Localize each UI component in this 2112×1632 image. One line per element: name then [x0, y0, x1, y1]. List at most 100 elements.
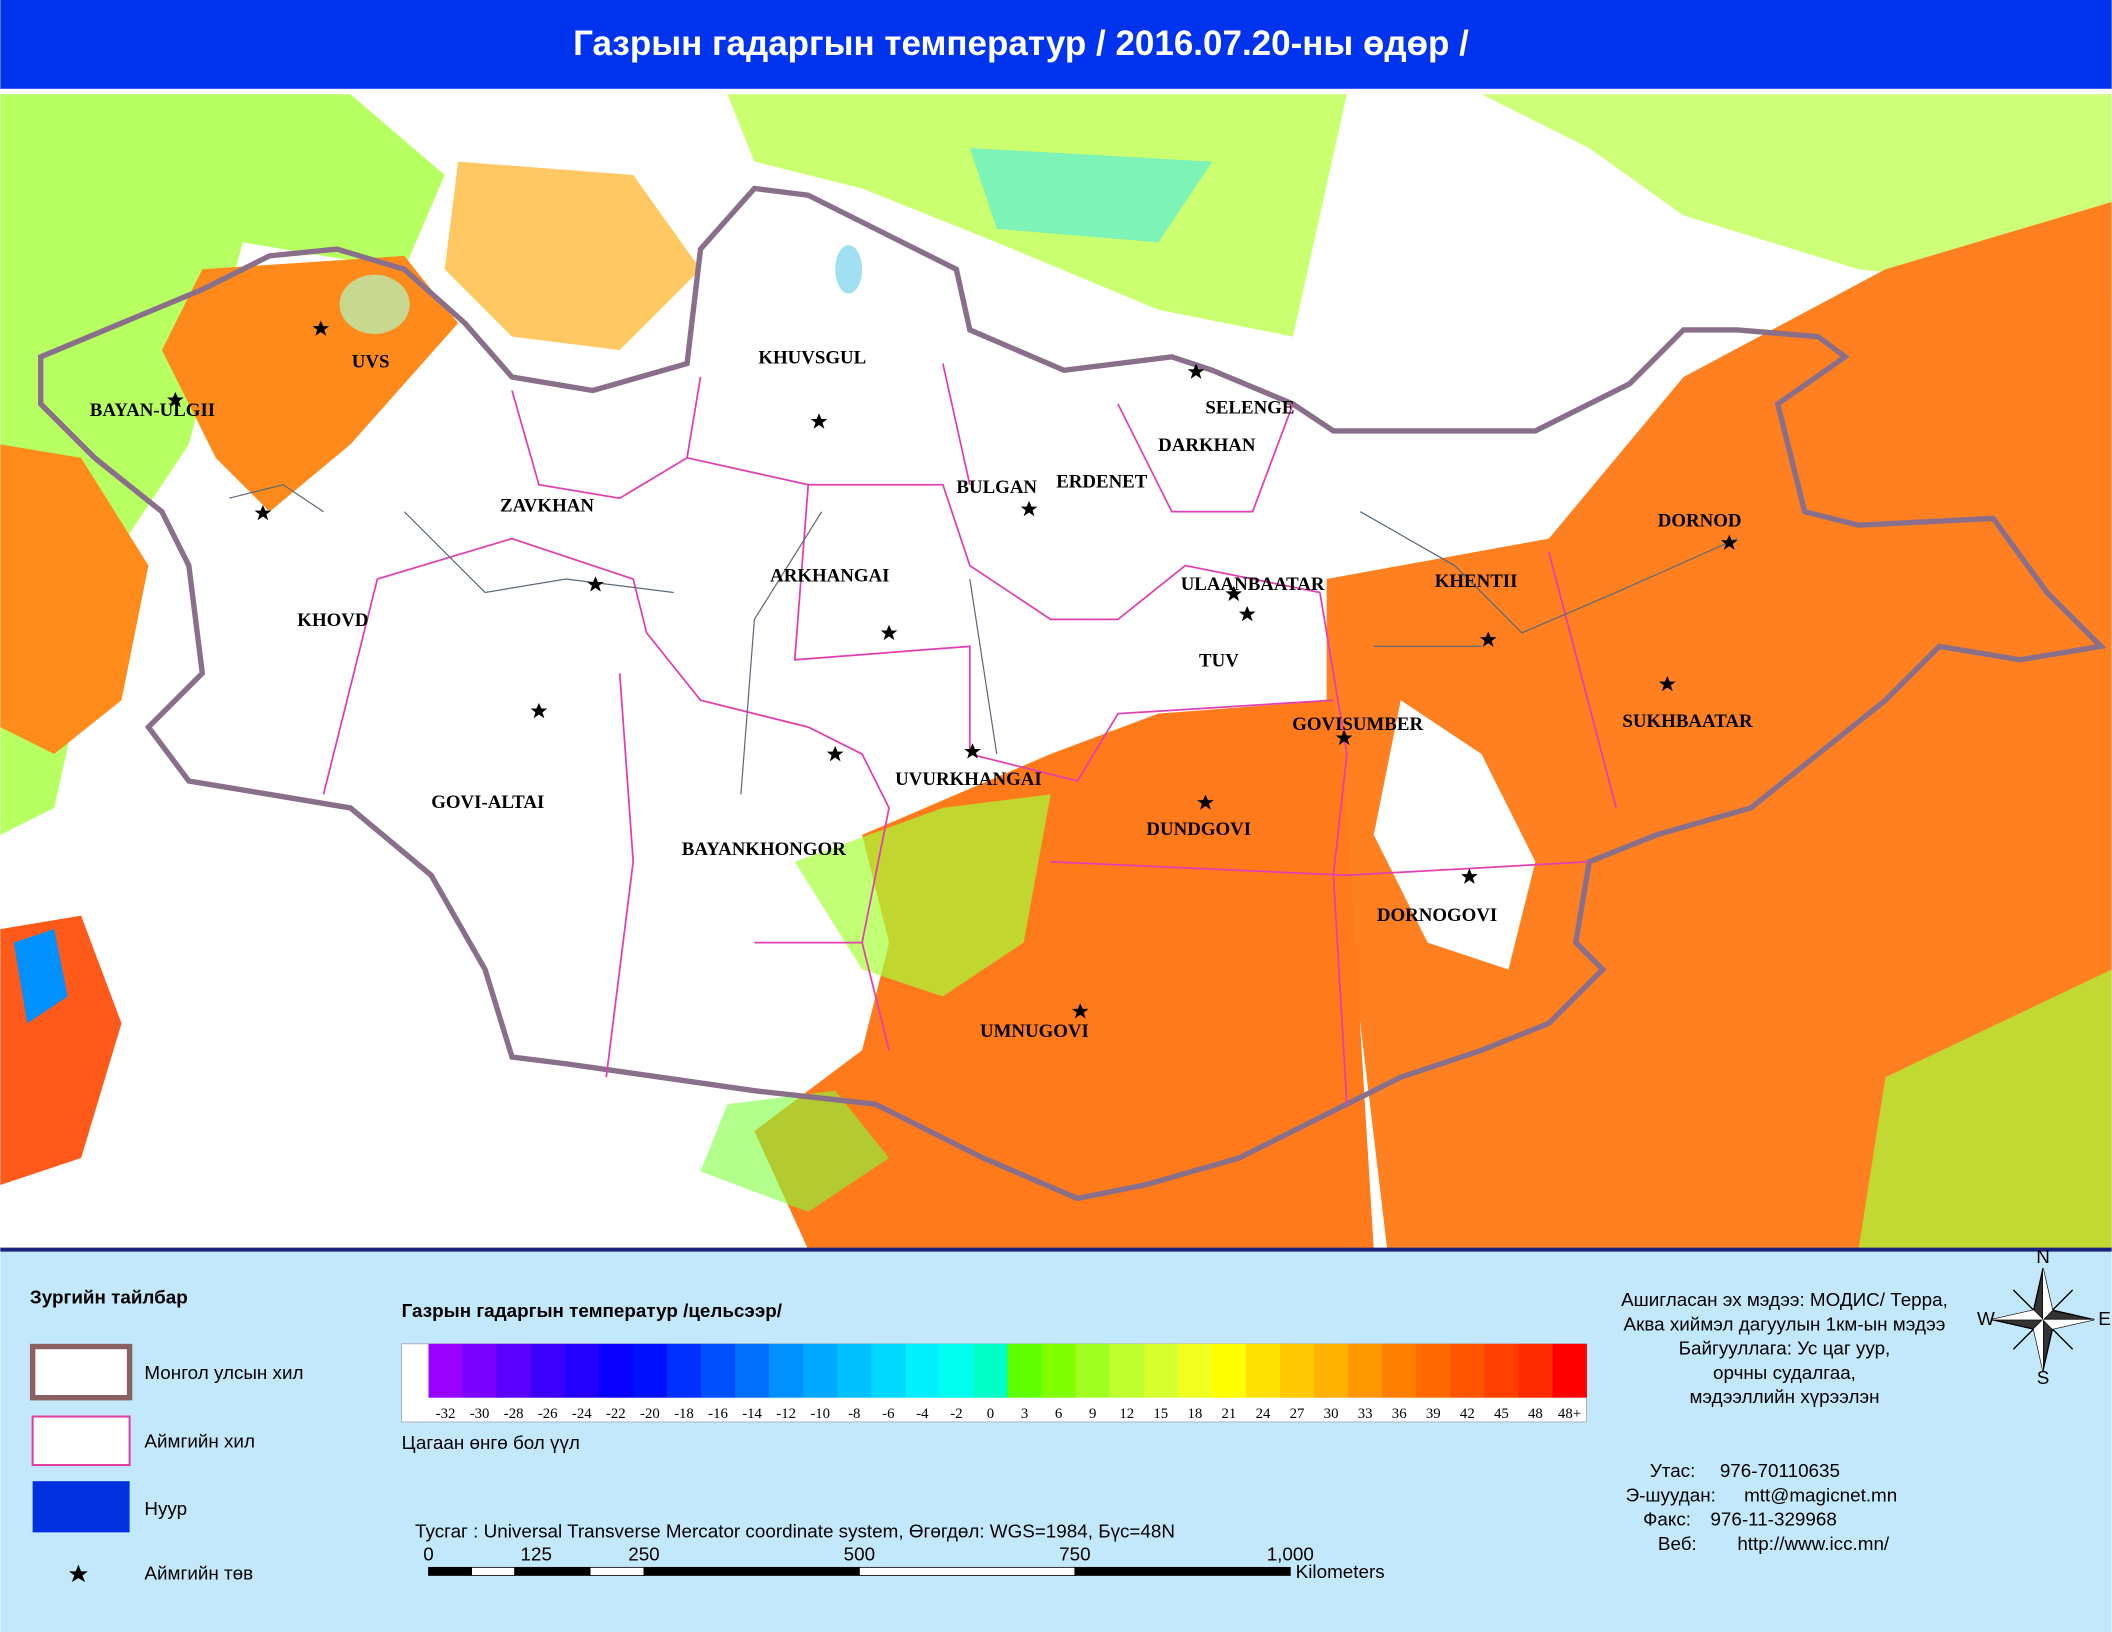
- province-center: [964, 743, 981, 759]
- colorbar-label: 42: [1460, 1406, 1475, 1422]
- colorbar-label: 39: [1426, 1406, 1441, 1422]
- source-line: Ашигласан эх мэдээ: МОДИС/ Терра,: [1621, 1289, 1948, 1310]
- province-center: [530, 702, 548, 719]
- compass-label: W: [1977, 1308, 1995, 1329]
- scale-segment: [428, 1566, 473, 1576]
- color-cell: [632, 1343, 668, 1398]
- colorbar-label: -26: [538, 1406, 558, 1422]
- color-cell: [769, 1343, 804, 1398]
- colorbar-label: 15: [1153, 1406, 1168, 1422]
- scale-segment: [859, 1566, 1076, 1576]
- colorbar-label: 48+: [1558, 1406, 1581, 1422]
- colorbar-label: -10: [810, 1406, 830, 1422]
- province-center: [1187, 363, 1205, 379]
- color-cell: [666, 1343, 702, 1398]
- color-cell: [1314, 1343, 1349, 1398]
- province-label: GOVI-ALTAI: [431, 792, 544, 813]
- colorbar-label: 21: [1222, 1406, 1237, 1422]
- province-label: SELENGE: [1205, 397, 1294, 418]
- color-cell: [1007, 1343, 1042, 1398]
- color-cell: [1109, 1343, 1145, 1398]
- colorbar-label: 27: [1290, 1406, 1305, 1422]
- legend-symbol: [68, 1564, 88, 1583]
- color-cell: [530, 1343, 566, 1398]
- province-label: GOVISUMBER: [1292, 714, 1423, 735]
- scale-segment: [471, 1566, 516, 1576]
- colorbar-label: 48: [1528, 1406, 1543, 1422]
- province-label: ZAVKHAN: [500, 496, 594, 517]
- legend-label: Аймгийн төв: [144, 1562, 253, 1583]
- colorbar-label: -14: [742, 1406, 762, 1422]
- color-cell: [973, 1343, 1008, 1398]
- colorbar-label: -22: [606, 1406, 626, 1422]
- province-label: DORNOGOVI: [1377, 905, 1497, 926]
- colorbar-label: -4: [916, 1406, 929, 1422]
- color-cell: [496, 1343, 532, 1398]
- scale-label: 1,000: [1267, 1544, 1314, 1565]
- color-cell: [1041, 1343, 1077, 1398]
- colorbar-label: 45: [1494, 1406, 1509, 1422]
- legend-symbol: [31, 1415, 131, 1467]
- colorbar-label: 3: [1021, 1406, 1028, 1422]
- scale-label: 0: [423, 1544, 433, 1565]
- color-cell: [735, 1343, 770, 1398]
- colorbar-label: -20: [640, 1406, 660, 1422]
- colorbar-note: Цагаан өнгө бол үүл: [402, 1432, 580, 1453]
- color-cell: [1450, 1343, 1485, 1398]
- colorbar-title: Газрын гадаргын температур /цельсээр/: [402, 1300, 783, 1321]
- province-label: TUV: [1199, 651, 1239, 672]
- colorbar-label: 6: [1055, 1406, 1062, 1422]
- colorbar-label: 18: [1187, 1406, 1202, 1422]
- source-info: Ашигласан эх мэдээ: МОДИС/ Терра, Аква хи…: [1621, 1289, 1948, 1554]
- province-label: KHENTII: [1435, 571, 1518, 592]
- colorbar-label: -6: [882, 1406, 894, 1422]
- color-cell: [1382, 1343, 1417, 1398]
- title-bar: [0, 0, 2112, 89]
- contact-label: Э-шуудан:: [1626, 1484, 1716, 1505]
- projection: Тусгаг : Universal Transverse Mercator c…: [415, 1521, 1175, 1542]
- color-cell: [1177, 1343, 1213, 1398]
- legend-title: Зургийн тайлбар: [30, 1286, 188, 1307]
- colorbar-label: -16: [708, 1406, 728, 1422]
- color-cell: [1211, 1343, 1247, 1398]
- colorbar-label: -12: [776, 1406, 796, 1422]
- color-cell: [1348, 1343, 1383, 1398]
- province-center: [826, 745, 844, 762]
- province-label: UMNUGOVI: [980, 1021, 1089, 1042]
- color-cell: [1245, 1343, 1281, 1398]
- color-cell: [803, 1343, 838, 1398]
- contact-value: 976-70110635: [1720, 1460, 1840, 1481]
- legend-label: Монгол улсын хил: [144, 1362, 303, 1383]
- contact-label: Веб:: [1658, 1533, 1697, 1554]
- scale-label: 250: [628, 1544, 659, 1565]
- colorbar-label: -8: [848, 1406, 860, 1422]
- color-cell: [871, 1343, 906, 1398]
- province-label: SUKHBAATAR: [1622, 711, 1753, 732]
- province-center: [254, 504, 272, 521]
- source-line: Аква хиймэл дагуулын 1км-ын мэдээ: [1624, 1313, 1946, 1334]
- province-label: DORNOD: [1658, 510, 1742, 531]
- province-center: [880, 624, 898, 641]
- contact-value: http://www.icc.mn/: [1737, 1533, 1890, 1554]
- province-label: KHOVD: [297, 610, 368, 631]
- scale-unit: Kilometers: [1296, 1561, 1385, 1582]
- color-cell: [1075, 1343, 1111, 1398]
- province-label: ULAANBAATAR: [1181, 574, 1325, 595]
- province-label: DUNDGOVI: [1146, 819, 1251, 840]
- color-cell: [564, 1343, 600, 1398]
- colorbar-label: -28: [504, 1406, 524, 1422]
- contact-label: Утас:: [1650, 1460, 1696, 1481]
- scale-segment: [514, 1566, 591, 1576]
- compass-label: N: [2036, 1246, 2050, 1267]
- province-label: ERDENET: [1056, 471, 1148, 492]
- scale-label: 750: [1059, 1544, 1090, 1565]
- province-center: [1720, 534, 1738, 550]
- color-cell: [939, 1343, 974, 1398]
- compass: [1991, 1268, 2095, 1371]
- colorbar-label: 24: [1256, 1406, 1271, 1422]
- province-center: [1238, 605, 1256, 622]
- province-centers: [167, 320, 1738, 1019]
- scale-label: 125: [521, 1544, 552, 1565]
